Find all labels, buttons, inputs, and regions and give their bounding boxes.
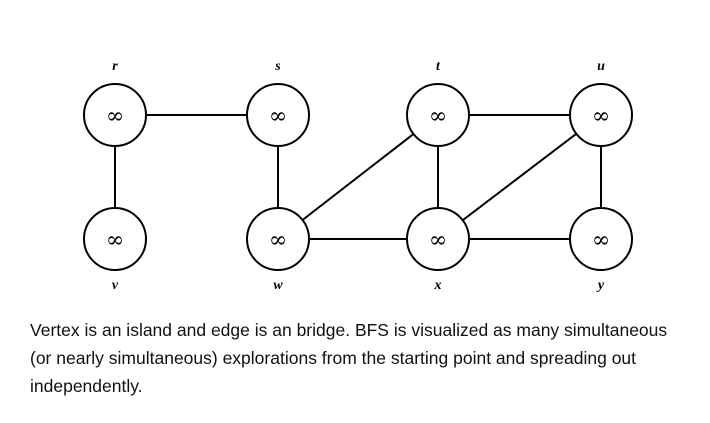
vertex-circle xyxy=(83,83,147,147)
vertex-r: ∞r xyxy=(83,59,147,147)
vertex-distance-value: ∞ xyxy=(592,228,610,253)
vertex-label: y xyxy=(596,278,605,293)
bfs-graph-diagram: ∞r∞s∞t∞u∞v∞w∞x∞y xyxy=(83,59,633,293)
vertex-distance-value: ∞ xyxy=(269,228,287,253)
vertex-t: ∞t xyxy=(406,59,470,147)
vertex-circle xyxy=(569,207,633,271)
vertex-x: ∞x xyxy=(406,207,470,293)
vertex-s: ∞s xyxy=(246,59,310,147)
edge-x-u xyxy=(437,114,602,240)
vertex-circle xyxy=(406,83,470,147)
vertex-label: s xyxy=(274,59,281,74)
vertex-y: ∞y xyxy=(569,207,633,293)
vertex-circle xyxy=(569,83,633,147)
caption-text: Vertex is an island and edge is an bridg… xyxy=(30,320,668,396)
vertex-distance-value: ∞ xyxy=(106,104,124,129)
vertex-w: ∞w xyxy=(246,207,310,293)
vertex-label: v xyxy=(112,278,119,293)
graph-vertices: ∞r∞s∞t∞u∞v∞w∞x∞y xyxy=(83,59,633,293)
vertex-circle xyxy=(406,207,470,271)
vertex-distance-value: ∞ xyxy=(592,104,610,129)
vertex-circle xyxy=(246,83,310,147)
vertex-label: w xyxy=(273,278,283,293)
vertex-circle xyxy=(83,207,147,271)
vertex-label: r xyxy=(112,59,118,74)
vertex-distance-value: ∞ xyxy=(429,228,447,253)
graph-edges xyxy=(114,114,602,240)
vertex-label: x xyxy=(434,278,442,293)
vertex-circle xyxy=(246,207,310,271)
edge-w-t xyxy=(277,114,439,240)
vertex-distance-value: ∞ xyxy=(269,104,287,129)
vertex-label: u xyxy=(597,59,605,74)
vertex-distance-value: ∞ xyxy=(106,228,124,253)
vertex-distance-value: ∞ xyxy=(429,104,447,129)
vertex-u: ∞u xyxy=(569,59,633,147)
vertex-label: t xyxy=(436,59,441,74)
vertex-v: ∞v xyxy=(83,207,147,293)
